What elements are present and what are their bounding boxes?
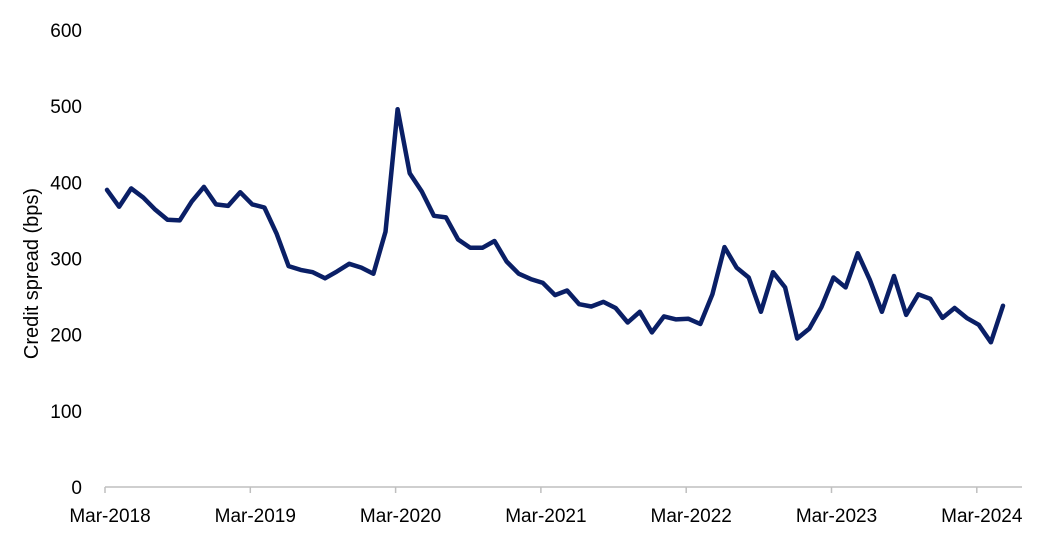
y-axis-title: Credit spread (bps) xyxy=(21,188,43,359)
x-axis: Mar-2018 Mar-2019 Mar-2020 Mar-2021 Mar-2022… xyxy=(69,486,1023,527)
x-tick-label: Mar-2022 xyxy=(651,506,732,527)
y-tick-label: 500 xyxy=(50,97,82,118)
y-axis-title-group: Credit spread (bps) xyxy=(21,188,43,359)
x-tick-label: Mar-2024 xyxy=(941,506,1023,527)
series-line xyxy=(104,106,1006,345)
y-axis-ticks: 0 100 200 300 400 500 600 xyxy=(50,21,82,499)
x-tick-label: Mar-2023 xyxy=(796,506,877,527)
y-tick-label: 0 xyxy=(71,478,82,499)
series-group xyxy=(104,106,1006,345)
x-tick-label: Mar-2018 xyxy=(69,506,150,527)
y-tick-label: 200 xyxy=(50,326,82,347)
y-tick-label: 100 xyxy=(50,402,82,423)
y-tick-label: 400 xyxy=(50,173,82,194)
x-tick-label: Mar-2020 xyxy=(360,506,441,527)
x-tick-label: Mar-2019 xyxy=(215,506,296,527)
x-tick-label: Mar-2021 xyxy=(505,506,586,527)
y-tick-label: 300 xyxy=(50,250,82,271)
y-tick-label: 600 xyxy=(50,21,82,42)
